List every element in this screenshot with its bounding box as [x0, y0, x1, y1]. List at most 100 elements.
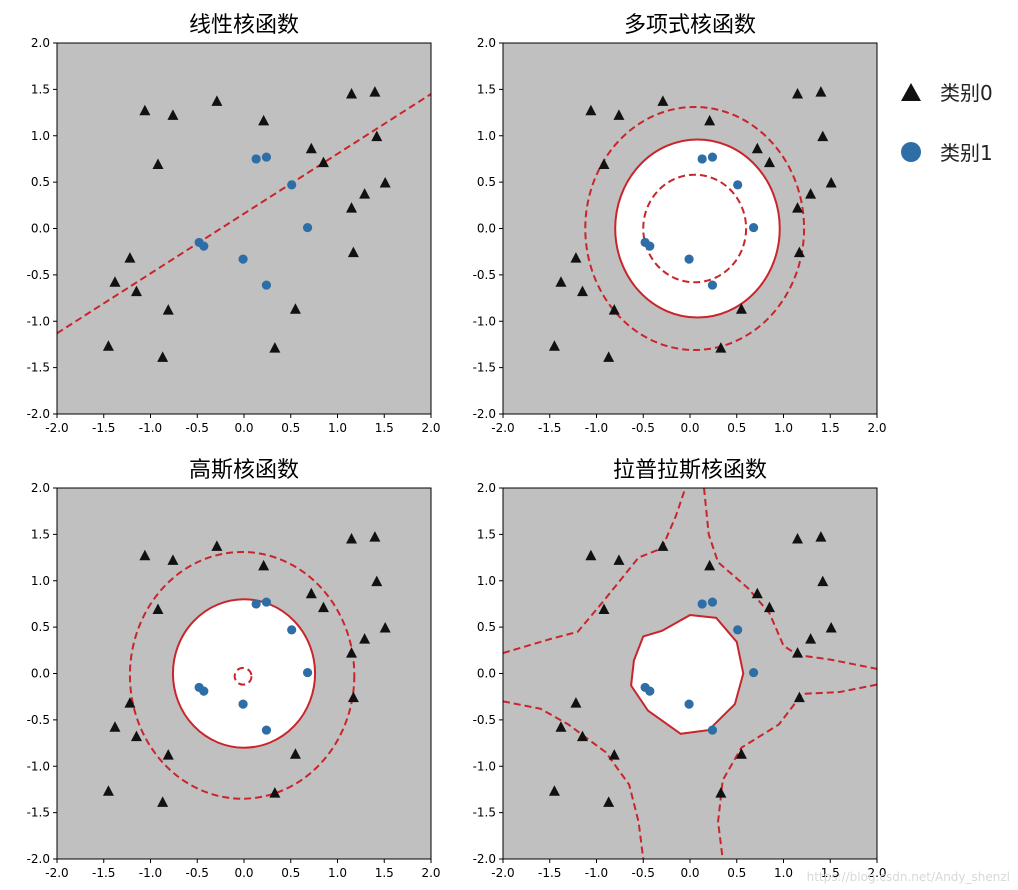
class0-point — [305, 587, 317, 599]
class0-point — [269, 342, 281, 353]
class0-point — [751, 587, 763, 599]
subplot-2: -2.0 -1.5 -1.0 -0.5 0.0 0.5 1.0 1.5 2.0 -2.0 -1.5 -… — [473, 13, 887, 435]
decision-boundary-1 — [614, 138, 781, 319]
subplot-title: 拉普拉斯核函数 — [613, 458, 767, 483]
class0-point — [371, 575, 383, 587]
class0-point — [124, 697, 136, 708]
class0-point — [805, 633, 817, 644]
y-tick-label: 1.5 — [477, 527, 496, 541]
class0-point — [211, 95, 223, 106]
x-tick-label: 2.0 — [421, 866, 440, 880]
x-tick-label: -2.0 — [491, 421, 514, 435]
y-tick-label: -0.5 — [27, 713, 50, 727]
class0-point — [657, 95, 669, 106]
class1-point — [645, 686, 655, 696]
x-tick-label: 0.0 — [234, 866, 253, 880]
x-tick-label: 2.0 — [867, 866, 886, 880]
decision-region — [631, 615, 744, 734]
x-tick-label: -1.5 — [92, 421, 115, 435]
class0-point — [570, 697, 582, 708]
x-tick-label: -1.0 — [585, 421, 608, 435]
class1-point — [251, 154, 261, 164]
subplot-4: -2.0 -1.5 -1.0 -0.5 0.0 0.5 1.0 1.5 2.0 -2.0 -1.5 -… — [473, 458, 887, 880]
class0-point — [162, 304, 174, 315]
y-tick-label: -1.5 — [27, 806, 50, 820]
y-tick-label: -1.0 — [473, 759, 496, 773]
margin-line-3 — [642, 173, 748, 284]
y-tick-label: -1.5 — [473, 361, 496, 375]
class0-point — [613, 554, 625, 565]
x-tick-label: 1.5 — [821, 421, 840, 435]
margin-line-2 — [128, 550, 356, 800]
class1-point — [238, 254, 248, 264]
y-tick-label: 0.0 — [477, 222, 496, 236]
x-tick-label: 1.5 — [821, 866, 840, 880]
y-tick-label: 0.0 — [31, 667, 50, 681]
x-tick-label: -2.0 — [45, 866, 68, 880]
class0-point — [735, 303, 747, 314]
x-tick-label: 0.0 — [680, 866, 699, 880]
y-tick-label: -0.5 — [473, 268, 496, 282]
y-tick-label: 1.0 — [31, 129, 50, 143]
y-tick-label: 2.0 — [31, 481, 50, 495]
plot-background — [57, 43, 431, 414]
class0-point — [289, 303, 301, 314]
plot-area — [57, 86, 431, 362]
x-tick-label: -2.0 — [491, 866, 514, 880]
class1-point — [684, 254, 694, 264]
class0-point — [359, 188, 371, 199]
class0-point — [548, 340, 560, 351]
class0-point — [715, 787, 727, 798]
class0-point — [157, 796, 169, 807]
class0-point — [347, 246, 359, 258]
x-tick-label: 0.5 — [281, 421, 300, 435]
y-tick-label: 0.0 — [477, 667, 496, 681]
class0-point — [763, 601, 775, 613]
class1-point — [302, 222, 313, 233]
class0-point — [603, 351, 615, 362]
class0-point — [608, 304, 620, 315]
class1-point — [697, 599, 707, 609]
x-tick-label: 0.0 — [680, 421, 699, 435]
x-tick-label: 0.5 — [727, 866, 746, 880]
class0-point — [751, 142, 763, 154]
legend-triangle-marker — [901, 83, 921, 101]
x-tick-label: 0.5 — [727, 421, 746, 435]
class0-point — [704, 559, 716, 571]
x-tick-label: 0.5 — [281, 866, 300, 880]
x-tick-label: 0.0 — [234, 421, 253, 435]
class1-point — [251, 599, 261, 609]
x-tick-label: 1.0 — [774, 421, 793, 435]
class0-point — [258, 559, 270, 571]
class1-point — [287, 625, 297, 635]
y-tick-label: 0.5 — [477, 620, 496, 634]
subplot-title: 高斯核函数 — [189, 458, 299, 483]
class0-point — [657, 540, 669, 551]
y-tick-label: -1.5 — [27, 361, 50, 375]
class0-point — [102, 340, 114, 351]
x-tick-label: -1.5 — [92, 866, 115, 880]
legend: 类别0 类别1 — [901, 81, 993, 165]
y-tick-label: 1.5 — [31, 82, 50, 96]
y-tick-label: -2.0 — [473, 407, 496, 421]
margin-line-5 — [717, 683, 877, 859]
y-tick-label: 1.5 — [31, 527, 50, 541]
x-tick-label: -0.5 — [632, 866, 655, 880]
x-tick-label: -0.5 — [186, 421, 209, 435]
class1-point — [733, 180, 743, 190]
class0-point — [346, 647, 358, 658]
margin-line-2 — [503, 488, 687, 655]
class0-point — [817, 575, 829, 587]
class0-point — [585, 104, 597, 116]
class0-point — [793, 246, 805, 258]
x-tick-label: -1.5 — [538, 421, 561, 435]
class1-point — [707, 280, 718, 290]
decision-region — [172, 599, 316, 748]
x-tick-label: -2.0 — [45, 421, 68, 435]
class0-point — [369, 531, 381, 542]
class0-point — [317, 156, 329, 168]
x-tick-label: -1.0 — [139, 866, 162, 880]
watermark: https://blog.csdn.net/Andy_shenzl — [807, 870, 1010, 884]
y-tick-label: -1.0 — [27, 314, 50, 328]
